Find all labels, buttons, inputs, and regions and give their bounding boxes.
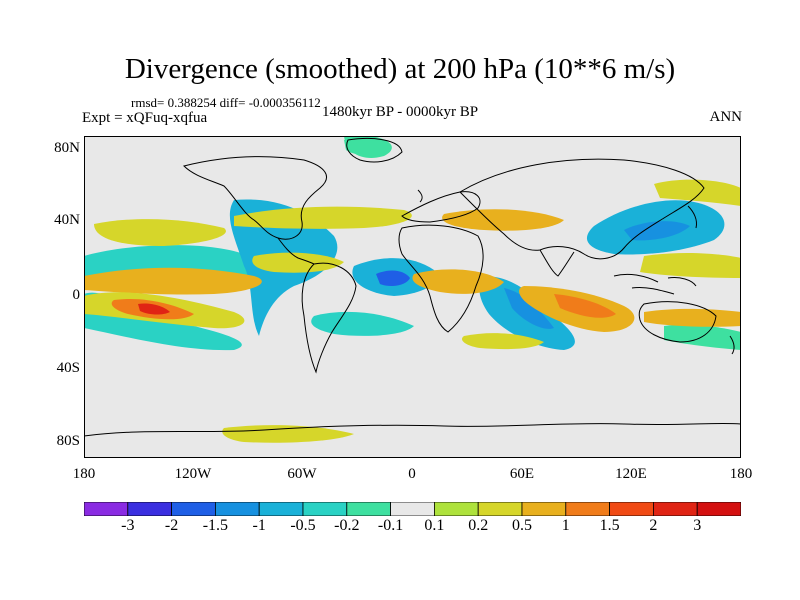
contour-pos-epac-peak — [138, 303, 170, 315]
map-frame — [84, 136, 741, 458]
lon-tick-60w: 60W — [287, 466, 317, 482]
lat-tick-80n: 80N — [54, 140, 80, 156]
contour-neg-indian-core — [504, 288, 554, 329]
lat-tick-40s: 40S — [56, 360, 80, 376]
colorbar-label: -1 — [252, 517, 266, 534]
coast-antarctica — [84, 422, 741, 437]
colorbar-label: 1.5 — [599, 517, 620, 534]
coast-indonesia — [613, 273, 697, 295]
lat-tick-80s: 80S — [56, 433, 80, 449]
colorbar-box — [433, 502, 479, 516]
contour-neg-southern — [664, 324, 741, 350]
coast-europe — [401, 191, 481, 223]
contour-pos-s-ind — [461, 333, 544, 350]
contour-pos-greenland — [344, 138, 391, 156]
lon-tick-120w: 120W — [174, 466, 212, 482]
contour-pos-southern — [222, 425, 354, 443]
colorbar-box — [609, 502, 654, 516]
divergence-field — [84, 136, 741, 443]
lon-tick-60e: 60E — [509, 466, 535, 482]
colorbar-box — [521, 502, 567, 516]
lon-tick-0: 0 — [408, 466, 416, 482]
colorbar-box — [696, 502, 741, 516]
contour-neg-atlantic-core — [376, 270, 410, 286]
coast-japan — [687, 205, 697, 229]
contour-neg-westpac-core — [624, 221, 690, 241]
colorbar-label: 2 — [649, 517, 658, 534]
contour-pos-atl-band — [234, 206, 412, 229]
colorbar-box — [346, 502, 391, 516]
colorbar-label: -0.2 — [334, 517, 360, 534]
contour-pos-npac — [94, 219, 226, 246]
contour-pos-atl-north — [442, 209, 564, 231]
period-label: 1480kyr BP - 0000kyr BP — [322, 104, 479, 120]
contour-pos-npac-band — [84, 267, 262, 295]
lon-tick-120e: 120E — [615, 466, 647, 482]
colorbar-label: 0.2 — [468, 517, 489, 534]
map-title: Divergence (smoothed) at 200 hPa (10**6 … — [124, 53, 676, 85]
colorbar-label: 3 — [693, 517, 702, 534]
colorbar-box — [653, 502, 698, 516]
contour-pos-sam — [252, 252, 344, 273]
contour-pos-nw-pac — [640, 252, 741, 278]
colorbar-box — [565, 502, 610, 516]
coast-india — [539, 249, 575, 277]
coast-central-america — [277, 237, 315, 265]
coast-north-america — [183, 156, 327, 240]
contour-pos-indian-core — [554, 294, 616, 318]
coastlines — [84, 138, 741, 437]
positive-divergence-regions — [84, 138, 741, 443]
contour-pos-spac — [644, 308, 741, 327]
colorbar — [84, 502, 741, 516]
colorbar-box — [214, 502, 260, 516]
coast-australia — [638, 301, 717, 343]
colorbar-label: -0.5 — [290, 517, 316, 534]
colorbar-box — [127, 502, 172, 516]
contour-neg-southpac — [311, 311, 414, 336]
colorbar-label: 0.1 — [424, 517, 445, 534]
colorbar-box — [171, 502, 216, 516]
coast-south-america — [301, 262, 357, 374]
experiment-label: Expt = xQFuq-xqfua — [82, 110, 208, 126]
coast-asia — [459, 158, 705, 260]
colorbar-box — [84, 502, 129, 516]
lat-tick-eq: 0 — [72, 287, 81, 303]
coast-greenland — [346, 138, 403, 163]
lon-tick-180w: 180 — [72, 466, 96, 482]
lat-tick-40n: 40N — [54, 212, 80, 228]
colorbar-label: 0.5 — [512, 517, 532, 534]
divergence-map — [84, 136, 741, 458]
season-label: ANN — [709, 109, 743, 125]
colorbar-label: -1.5 — [202, 517, 229, 534]
colorbar-box — [258, 502, 304, 516]
coast-new-zealand — [729, 335, 735, 355]
colorbar-label: -2 — [164, 517, 179, 534]
colorbar-box — [390, 502, 435, 516]
map-background — [84, 136, 741, 458]
coast-uk — [417, 189, 423, 203]
colorbar-label: -0.1 — [377, 517, 404, 534]
contour-pos-japan — [654, 179, 741, 206]
lon-tick-180e: 180 — [729, 466, 753, 482]
colorbar-box — [302, 502, 348, 516]
colorbar-label: -3 — [121, 517, 135, 534]
stats-text: rmsd= 0.388254 diff= -0.000356112 — [131, 95, 321, 110]
colorbar-label: 1 — [561, 517, 570, 534]
coast-africa — [398, 224, 484, 333]
colorbar-box — [477, 502, 523, 516]
contour-pos-satl — [412, 269, 504, 294]
